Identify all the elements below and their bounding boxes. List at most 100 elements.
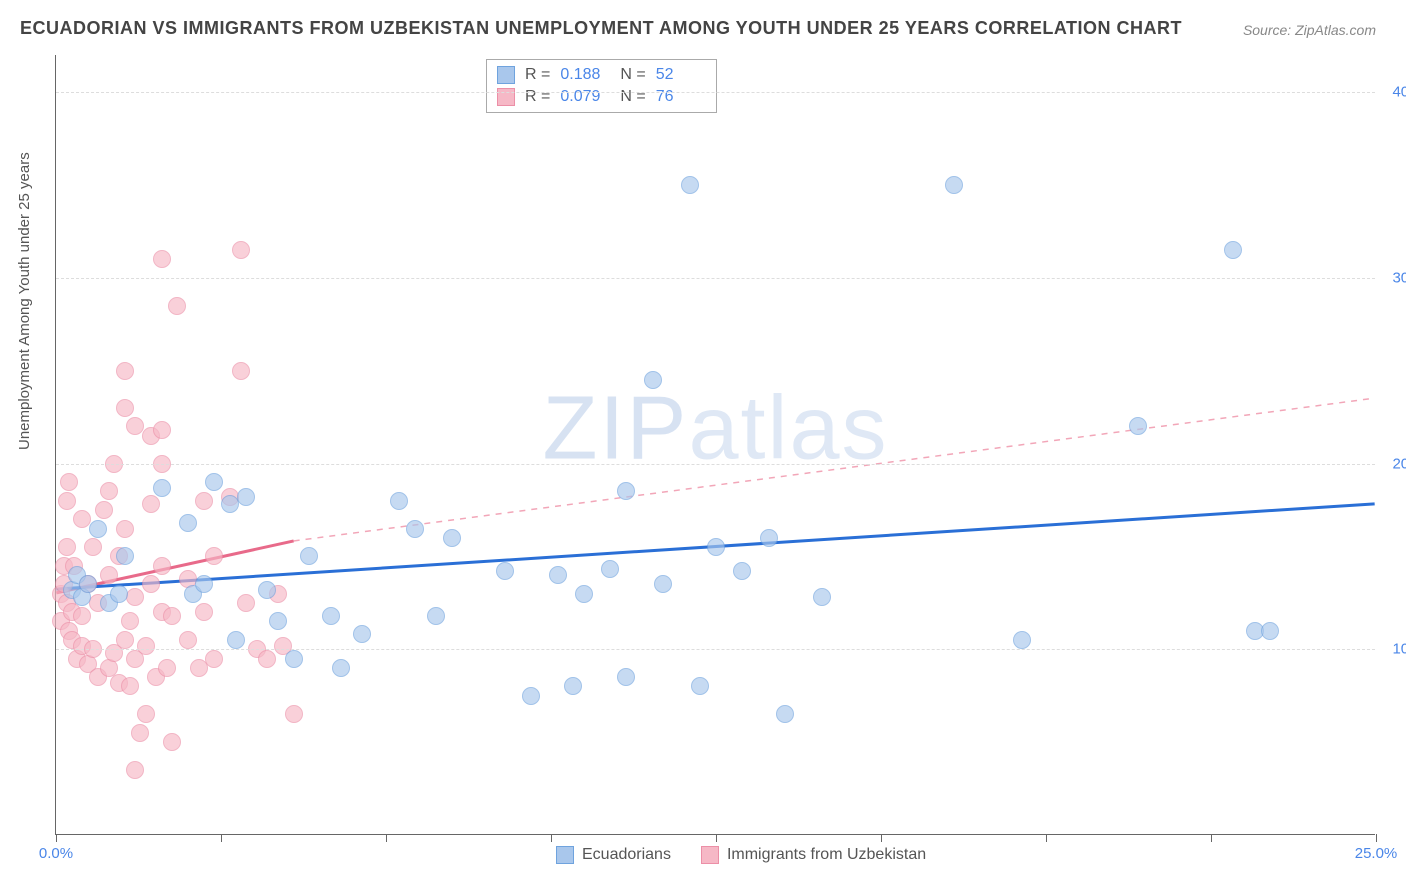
stats-n-value: 76 bbox=[656, 88, 706, 106]
scatter-point-ecuadorians bbox=[707, 538, 725, 556]
scatter-point-uzbekistan bbox=[190, 659, 208, 677]
scatter-point-ecuadorians bbox=[601, 560, 619, 578]
scatter-point-uzbekistan bbox=[137, 705, 155, 723]
scatter-point-ecuadorians bbox=[813, 588, 831, 606]
scatter-point-ecuadorians bbox=[227, 631, 245, 649]
scatter-point-uzbekistan bbox=[84, 538, 102, 556]
scatter-point-uzbekistan bbox=[153, 557, 171, 575]
scatter-point-uzbekistan bbox=[232, 241, 250, 259]
scatter-point-uzbekistan bbox=[195, 603, 213, 621]
scatter-point-ecuadorians bbox=[733, 562, 751, 580]
scatter-point-uzbekistan bbox=[205, 547, 223, 565]
scatter-point-ecuadorians bbox=[322, 607, 340, 625]
scatter-point-uzbekistan bbox=[126, 761, 144, 779]
scatter-point-uzbekistan bbox=[142, 495, 160, 513]
x-tick bbox=[551, 834, 552, 842]
scatter-point-uzbekistan bbox=[131, 724, 149, 742]
trend-lines bbox=[56, 55, 1375, 834]
stats-swatch bbox=[497, 88, 515, 106]
x-tick bbox=[716, 834, 717, 842]
scatter-point-ecuadorians bbox=[89, 520, 107, 538]
stats-r-value: 0.188 bbox=[560, 66, 610, 84]
stats-n-label: N = bbox=[620, 88, 645, 106]
scatter-point-uzbekistan bbox=[116, 520, 134, 538]
scatter-point-uzbekistan bbox=[285, 705, 303, 723]
scatter-point-ecuadorians bbox=[617, 668, 635, 686]
x-tick bbox=[386, 834, 387, 842]
scatter-point-uzbekistan bbox=[137, 637, 155, 655]
scatter-point-ecuadorians bbox=[110, 585, 128, 603]
scatter-point-ecuadorians bbox=[285, 650, 303, 668]
scatter-point-ecuadorians bbox=[205, 473, 223, 491]
scatter-point-ecuadorians bbox=[760, 529, 778, 547]
watermark: ZIPatlas bbox=[542, 377, 888, 480]
y-axis-label: Unemployment Among Youth under 25 years bbox=[16, 152, 33, 450]
scatter-point-uzbekistan bbox=[158, 659, 176, 677]
x-tick-label: 0.0% bbox=[39, 845, 73, 862]
scatter-point-ecuadorians bbox=[116, 547, 134, 565]
stats-swatch bbox=[497, 66, 515, 84]
scatter-point-uzbekistan bbox=[95, 501, 113, 519]
scatter-point-uzbekistan bbox=[116, 399, 134, 417]
stats-n-label: N = bbox=[620, 66, 645, 84]
scatter-point-uzbekistan bbox=[205, 650, 223, 668]
stats-r-label: R = bbox=[525, 66, 550, 84]
scatter-point-uzbekistan bbox=[58, 492, 76, 510]
x-tick bbox=[1376, 834, 1377, 842]
x-tick bbox=[1211, 834, 1212, 842]
scatter-point-uzbekistan bbox=[179, 631, 197, 649]
scatter-point-ecuadorians bbox=[79, 575, 97, 593]
scatter-point-uzbekistan bbox=[126, 588, 144, 606]
x-tick bbox=[221, 834, 222, 842]
legend-item: Ecuadorians bbox=[556, 846, 671, 864]
scatter-point-ecuadorians bbox=[522, 687, 540, 705]
scatter-point-ecuadorians bbox=[427, 607, 445, 625]
x-tick bbox=[56, 834, 57, 842]
scatter-point-ecuadorians bbox=[1013, 631, 1031, 649]
scatter-point-uzbekistan bbox=[258, 650, 276, 668]
scatter-point-ecuadorians bbox=[195, 575, 213, 593]
scatter-point-ecuadorians bbox=[564, 677, 582, 695]
scatter-point-uzbekistan bbox=[73, 607, 91, 625]
scatter-point-ecuadorians bbox=[1129, 417, 1147, 435]
legend-label: Immigrants from Uzbekistan bbox=[727, 846, 926, 864]
stats-n-value: 52 bbox=[656, 66, 706, 84]
chart-title: ECUADORIAN VS IMMIGRANTS FROM UZBEKISTAN… bbox=[20, 18, 1182, 39]
scatter-point-uzbekistan bbox=[168, 297, 186, 315]
legend-label: Ecuadorians bbox=[582, 846, 671, 864]
gridline bbox=[56, 278, 1375, 279]
scatter-point-ecuadorians bbox=[575, 585, 593, 603]
scatter-point-ecuadorians bbox=[549, 566, 567, 584]
stats-r-label: R = bbox=[525, 88, 550, 106]
scatter-point-uzbekistan bbox=[116, 631, 134, 649]
y-tick-label: 10.0% bbox=[1392, 641, 1406, 658]
scatter-point-ecuadorians bbox=[496, 562, 514, 580]
scatter-point-uzbekistan bbox=[121, 612, 139, 630]
scatter-point-ecuadorians bbox=[644, 371, 662, 389]
scatter-point-ecuadorians bbox=[945, 176, 963, 194]
stats-row: R = 0.188 N = 52 bbox=[497, 64, 706, 86]
bottom-legend: Ecuadorians Immigrants from Uzbekistan bbox=[556, 846, 926, 864]
scatter-point-uzbekistan bbox=[232, 362, 250, 380]
legend-swatch bbox=[701, 846, 719, 864]
scatter-point-uzbekistan bbox=[58, 538, 76, 556]
plot-area: ZIPatlas R =0.188N =52R =0.079N =76 0.0%… bbox=[55, 55, 1375, 835]
x-tick bbox=[881, 834, 882, 842]
scatter-point-uzbekistan bbox=[60, 473, 78, 491]
legend-swatch bbox=[556, 846, 574, 864]
scatter-point-ecuadorians bbox=[654, 575, 672, 593]
stats-row: R =0.079N =76 bbox=[497, 86, 706, 108]
scatter-point-uzbekistan bbox=[142, 575, 160, 593]
y-tick-label: 20.0% bbox=[1392, 455, 1406, 472]
scatter-point-uzbekistan bbox=[163, 733, 181, 751]
scatter-point-ecuadorians bbox=[269, 612, 287, 630]
scatter-point-ecuadorians bbox=[776, 705, 794, 723]
scatter-point-uzbekistan bbox=[116, 362, 134, 380]
scatter-point-ecuadorians bbox=[332, 659, 350, 677]
scatter-point-ecuadorians bbox=[617, 482, 635, 500]
stats-box: R =0.188N =52R =0.079N =76 bbox=[486, 59, 717, 113]
y-tick-label: 30.0% bbox=[1392, 269, 1406, 286]
y-tick-label: 40.0% bbox=[1392, 84, 1406, 101]
gridline bbox=[56, 464, 1375, 465]
scatter-point-ecuadorians bbox=[390, 492, 408, 510]
